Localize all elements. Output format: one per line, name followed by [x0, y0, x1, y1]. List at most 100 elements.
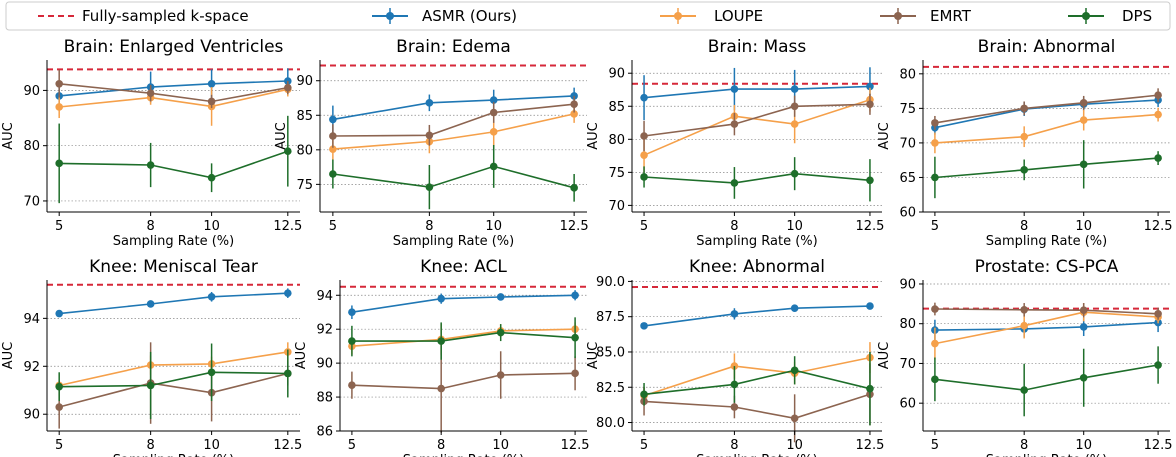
data-point [1020, 321, 1028, 330]
data-point [790, 414, 799, 423]
series-dps [931, 140, 1162, 199]
x-axis-label: Sampling Rate (%) [113, 453, 234, 457]
data-point [1020, 104, 1028, 113]
data-point [329, 170, 337, 178]
series-line-emrt [934, 94, 1159, 124]
data-point [790, 304, 799, 313]
panel-title: Brain: Mass [708, 37, 807, 57]
panel-title: Knee: Meniscal Tear [89, 257, 258, 277]
data-point [329, 132, 337, 140]
panel-knee-meniscal-tear: Knee: Meniscal Tear 90 92 94 5 8 10 12.5 Samplin… [1, 257, 302, 457]
data-point [640, 132, 648, 140]
x-tick-label: 5 [55, 219, 63, 234]
series-line-dps [934, 157, 1159, 179]
data-point [640, 322, 648, 330]
data-point [931, 305, 939, 313]
legend-label-dps: DPS [1122, 7, 1152, 25]
data-point [1020, 306, 1028, 314]
series-loupe [55, 82, 292, 126]
data-point [284, 77, 292, 85]
x-tick-label: 10 [203, 219, 220, 234]
x-tick-label: 12.5 [273, 219, 302, 234]
series-dps [329, 144, 578, 210]
data-point [425, 131, 434, 140]
x-axis-label: Sampling Rate (%) [403, 453, 524, 457]
series-line-emrt [59, 83, 288, 103]
x-tick-label: 8 [1020, 219, 1028, 234]
data-point [571, 291, 579, 300]
y-tick-label: 80.0 [596, 416, 625, 431]
series-asmr-ours [931, 93, 1162, 135]
data-point [1020, 132, 1028, 141]
data-point [496, 371, 505, 379]
series-dps [931, 346, 1162, 417]
data-point [931, 139, 939, 147]
x-tick-label: 12.5 [855, 438, 884, 453]
data-point [329, 115, 337, 124]
data-point [570, 92, 578, 100]
panel-knee-acl: Knee: ACL 86 88 90 92 94 5 8 10 12.5 Sampling Rate… [294, 257, 590, 457]
data-point [1079, 160, 1088, 169]
panel-knee-abnormal: Knee: Abnormal 80.0 82.5 85.0 87.5 90.0 5 8 10 12… [586, 257, 884, 457]
y-tick-label: 65 [899, 171, 916, 186]
x-tick-label: 12.5 [1144, 219, 1173, 234]
y-axis-label: AUC [294, 342, 309, 370]
series-line-asmr-ours [643, 85, 871, 99]
y-tick-label: 75 [296, 178, 313, 193]
data-point [730, 179, 739, 187]
series-loupe [640, 87, 874, 173]
data-point [437, 294, 445, 303]
y-tick-label: 75 [899, 102, 916, 117]
series-asmr-ours [640, 67, 874, 121]
data-point [1154, 91, 1162, 100]
y-tick-label: 90.0 [596, 275, 625, 290]
data-point [55, 403, 63, 411]
series-line-dps [643, 172, 871, 184]
series-emrt [931, 88, 1162, 130]
y-tick-label: 90 [899, 277, 916, 292]
series-emrt [348, 344, 579, 433]
legend-item-emrt: EMRT [880, 7, 972, 25]
panel-prostate-cs-pca: Prostate: CS-PCA 60 70 80 90 5 8 10 12.5 Sampling… [877, 257, 1173, 457]
x-axis-label: Sampling Rate (%) [986, 453, 1107, 457]
panel-title: Brain: Abnormal [978, 37, 1116, 57]
data-point [571, 369, 579, 378]
series-dps [640, 351, 874, 426]
data-point [207, 173, 216, 182]
legend-item-asmr: ASMR (Ours) [372, 7, 517, 25]
data-point [425, 183, 434, 191]
data-point [1154, 309, 1162, 318]
panel-title: Brain: Enlarged Ventricles [64, 37, 284, 57]
x-tick-label: 10 [203, 438, 220, 453]
x-tick-label: 12.5 [561, 438, 590, 453]
data-point [1079, 306, 1088, 315]
data-point [931, 375, 939, 384]
series-line-emrt [351, 372, 576, 390]
data-point [790, 120, 799, 128]
series-line-loupe [934, 311, 1159, 345]
x-tick-label: 8 [437, 438, 445, 453]
series-line-emrt [332, 103, 575, 137]
data-point [284, 369, 292, 378]
legend-marker-dps [1082, 12, 1090, 20]
x-tick-label: 8 [730, 219, 738, 234]
y-tick-label: 70 [899, 357, 916, 372]
data-point [730, 85, 739, 93]
series-dps [55, 115, 292, 204]
data-point [146, 161, 155, 169]
panel-title: Knee: Abnormal [689, 257, 825, 277]
data-point [146, 381, 155, 390]
series-line-loupe [59, 88, 288, 108]
series-line-loupe [643, 356, 871, 397]
x-tick-label: 8 [146, 219, 154, 234]
data-point [437, 384, 445, 393]
data-point [1079, 323, 1088, 331]
data-point [425, 99, 434, 107]
y-tick-label: 70 [899, 136, 916, 151]
series-line-loupe [59, 351, 288, 387]
data-point [348, 308, 356, 317]
data-point [1020, 166, 1028, 174]
legend-label-asmr: ASMR (Ours) [422, 7, 517, 25]
data-point [790, 169, 799, 178]
data-point [790, 85, 799, 93]
